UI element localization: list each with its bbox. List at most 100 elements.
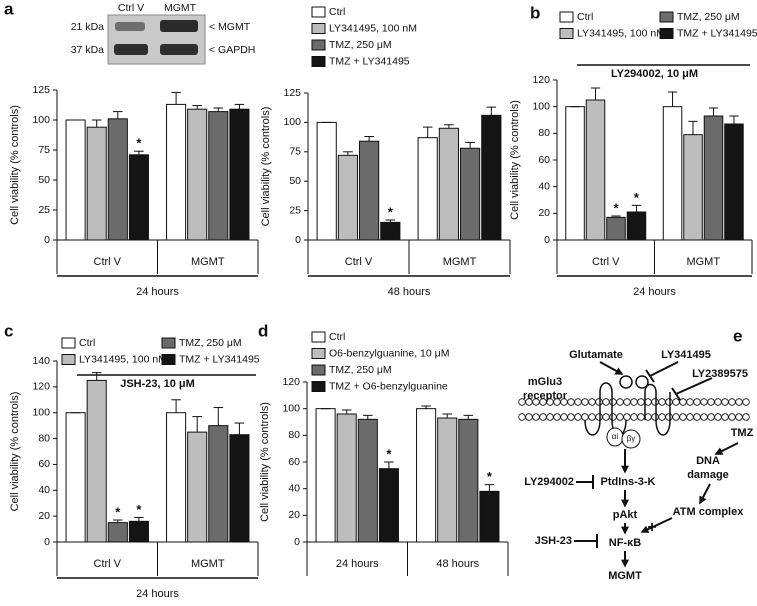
- legend-label: TMZ, 250 μM: [179, 337, 242, 349]
- legend-swatch: [311, 348, 326, 359]
- bar: [166, 412, 187, 543]
- error-bar: [611, 215, 621, 218]
- y-tick-label: 120: [32, 381, 50, 393]
- legend-label: TMZ + LY341495: [677, 27, 757, 39]
- x-tick-label: Ctrl V: [345, 256, 373, 268]
- x-tick-label: MGMT: [686, 256, 720, 268]
- membrane-lipid: [714, 413, 722, 421]
- membrane-lipid: [623, 413, 631, 421]
- legend-swatch: [311, 6, 326, 18]
- y-tick-label: 100: [282, 402, 300, 414]
- membrane-lipid: [602, 398, 610, 406]
- error-bar: [134, 150, 144, 155]
- bar: [337, 154, 358, 241]
- bar: [187, 108, 208, 241]
- error-bar: [421, 405, 431, 409]
- error-bar: [234, 422, 245, 435]
- bar: [626, 211, 647, 241]
- lane-label: Ctrl V: [118, 2, 144, 14]
- legend-swatch: [559, 28, 574, 39]
- error-bar: [463, 414, 474, 420]
- membrane-lipid: [560, 398, 568, 406]
- membrane-lipid: [595, 413, 603, 421]
- pathway-diagram: Glutamate LY341495 LY2389575 mGlu3 receptor α…: [518, 349, 754, 582]
- bar: [683, 134, 703, 241]
- membrane-lipid: [525, 398, 533, 406]
- protein-label: < GAPDH: [209, 44, 255, 56]
- y-tick-label: 0: [44, 234, 50, 246]
- label: ATM complex: [673, 506, 745, 518]
- size-label: 37 kDa: [71, 44, 104, 56]
- error-bar: [113, 111, 123, 119]
- y-tick-label: 140: [32, 355, 50, 367]
- membrane-lipid: [700, 398, 708, 406]
- membrane-lipid: [742, 398, 750, 406]
- membrane-lipid: [735, 398, 743, 406]
- bar: [187, 431, 208, 543]
- legend-label: TMZ + LY341495: [329, 55, 410, 67]
- bar: [479, 490, 500, 543]
- bar: [437, 417, 458, 543]
- arrow: [599, 361, 624, 375]
- legend-swatch: [311, 331, 326, 343]
- inhibition-bar: [645, 369, 655, 383]
- legend-label: TMZ, 250 μM: [329, 364, 392, 376]
- membrane-lipid: [707, 398, 715, 406]
- protein-label: < MGMT: [209, 21, 251, 33]
- membrane-lipid: [581, 413, 589, 421]
- error-bar: [363, 414, 373, 420]
- bar: [315, 408, 336, 543]
- error-bar: [631, 204, 642, 212]
- membrane-lipid: [672, 413, 680, 421]
- error-bar: [91, 119, 102, 128]
- bar: [316, 121, 337, 241]
- bar: [65, 119, 86, 241]
- legend-label: Ctrl: [79, 337, 95, 349]
- label: damage: [687, 469, 729, 481]
- membrane-lipid: [714, 398, 722, 406]
- bar: [107, 522, 128, 543]
- membrane-lipid: [679, 398, 687, 406]
- membrane-lipid: [679, 413, 687, 421]
- significance-marker: *: [386, 446, 392, 461]
- group-label: 24 hours: [136, 286, 179, 298]
- legend-swatch: [161, 354, 176, 365]
- y-tick-label: 25: [38, 204, 50, 216]
- legend-swatch: [659, 11, 674, 23]
- membrane-lipid: [553, 398, 561, 406]
- subtitle: JSH-23, 10 μM: [120, 378, 195, 390]
- bar: [662, 106, 683, 241]
- x-tick-label: Ctrl V: [94, 558, 122, 570]
- label: +: [647, 519, 656, 536]
- bar: [208, 425, 229, 543]
- error-bar: [444, 124, 454, 129]
- bar: [585, 99, 606, 241]
- error-bar: [91, 372, 102, 381]
- y-tick-label: 75: [38, 144, 50, 156]
- y-axis-label: Cell viability (% controls): [260, 107, 272, 227]
- label: pAkt: [613, 509, 638, 521]
- membrane-lipid: [602, 413, 610, 421]
- membrane-lipid: [686, 413, 694, 421]
- legend-swatch: [61, 337, 76, 349]
- bar: [229, 108, 250, 241]
- receptor-loop: [584, 382, 627, 436]
- significance-marker: *: [136, 136, 142, 151]
- panel-letter: c: [4, 321, 13, 340]
- y-tick-label: 125: [32, 84, 50, 96]
- bar: [86, 379, 107, 543]
- error-bar: [113, 519, 123, 523]
- legend-label: Ctrl: [577, 11, 593, 23]
- y-tick-label: 125: [283, 87, 301, 99]
- legend-label: TMZ, 250 μM: [677, 11, 740, 23]
- group-label: 24 hours: [136, 588, 179, 600]
- x-tick-label: MGMT: [443, 256, 477, 268]
- membrane-lipid: [693, 398, 701, 406]
- label: PtdIns-3-K: [601, 476, 656, 488]
- y-tick-label: 80: [538, 127, 550, 139]
- membrane-lipid: [567, 413, 575, 421]
- inhibition-bar: [671, 387, 681, 401]
- significance-marker: *: [115, 504, 121, 519]
- y-tick-label: 80: [288, 429, 300, 441]
- y-tick-label: 40: [288, 482, 300, 494]
